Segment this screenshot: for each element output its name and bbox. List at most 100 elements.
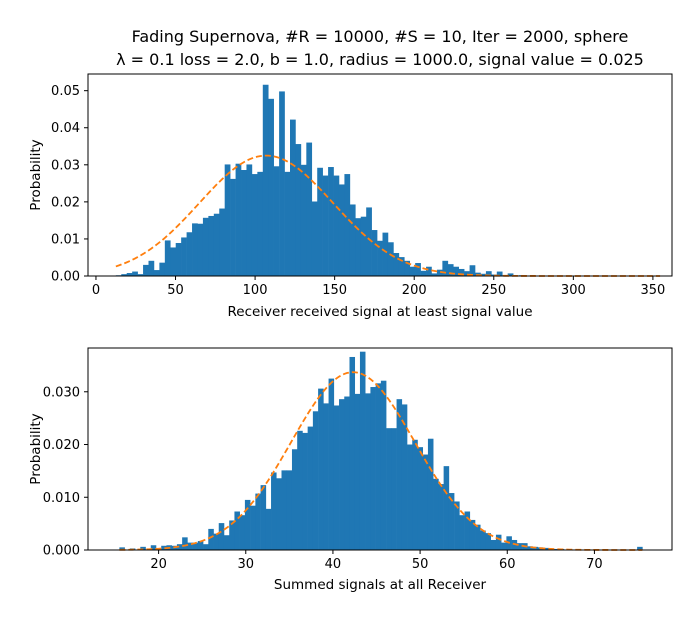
top-histogram-bar <box>279 91 285 276</box>
top-histogram-bar <box>431 273 438 276</box>
bottom-histogram-bar <box>239 515 246 550</box>
bottom-histogram-bar <box>443 466 450 550</box>
top-histogram-bar <box>284 171 291 276</box>
bottom-histogram-bar <box>349 356 356 550</box>
top-histogram-bar <box>300 164 307 276</box>
top-histogram-bar <box>181 237 187 276</box>
bottom-histogram-bar <box>637 546 643 550</box>
bottom-x-tick-label: 30 <box>237 557 254 572</box>
bottom-y-tick-label: 0.030 <box>43 385 80 400</box>
bottom-histogram-bar <box>223 535 230 550</box>
bottom-histogram-bar <box>344 396 350 550</box>
top-histogram-bar <box>202 217 209 276</box>
top-histogram-bar <box>338 184 345 276</box>
top-histogram-bar <box>480 273 487 276</box>
top-histogram-bar <box>121 274 128 276</box>
top-x-tick-label: 0 <box>92 283 100 298</box>
top-histogram-bar <box>464 271 470 276</box>
top-histogram-bar <box>306 142 313 276</box>
top-histogram-bar <box>328 167 334 276</box>
top-histogram-bar <box>377 240 383 276</box>
bottom-histogram-bar <box>485 533 491 550</box>
top-histogram-bar <box>290 119 296 276</box>
bottom-histogram-bar <box>318 388 324 550</box>
top-y-axis-label: Probability <box>28 139 44 210</box>
bottom-histogram-bar <box>276 478 282 550</box>
top-histogram-bar <box>273 166 280 276</box>
top-histogram-bar <box>251 174 258 276</box>
bottom-histogram-bar <box>271 472 277 550</box>
top-histogram-bar <box>447 264 454 276</box>
bottom-histogram-bar <box>401 404 408 550</box>
bottom-histogram-bar <box>328 378 335 550</box>
top-histogram-bar <box>186 232 193 276</box>
top-x-tick-label: 250 <box>481 283 506 298</box>
bottom-histogram-panel: 20 30 40 50 60 70 0.000 0.010 0.020 0.030 Summed … <box>28 347 673 593</box>
top-x-tick-label: 200 <box>402 283 427 298</box>
bottom-histogram-bar <box>161 545 167 550</box>
top-axis-ticks: 0 50 100 150 200 250 300 350 0.00 0.01 0.02 0.03 0.0… <box>51 84 665 298</box>
bottom-histogram-bar <box>407 444 413 550</box>
top-histogram-bar <box>170 247 177 276</box>
top-histogram-bars <box>115 84 661 276</box>
top-histogram-bar <box>469 265 476 276</box>
bottom-histogram-bar <box>333 405 340 550</box>
bottom-histogram-bar <box>260 485 267 550</box>
bottom-x-tick-label: 50 <box>412 557 429 572</box>
bottom-x-tick-label: 40 <box>325 557 342 572</box>
bottom-histogram-bar <box>140 546 146 550</box>
bottom-x-axis-label: Summed signals at all Receiver <box>274 577 487 593</box>
bottom-x-tick-label: 20 <box>150 557 167 572</box>
bottom-histogram-bar <box>464 511 471 550</box>
bottom-histogram-bar <box>543 547 549 550</box>
top-histogram-bar <box>230 178 236 276</box>
top-histogram-bar <box>219 208 225 276</box>
bottom-histogram-bar <box>475 524 481 550</box>
bottom-histogram-bar <box>495 534 502 550</box>
bottom-histogram-bar <box>286 470 293 550</box>
bottom-histogram-bar <box>438 484 444 550</box>
top-histogram-bar <box>262 84 269 276</box>
bottom-histogram-bar <box>380 380 387 550</box>
top-histogram-bar <box>507 273 514 276</box>
top-y-tick-label: 0.00 <box>51 270 80 285</box>
bottom-histogram-bar <box>176 544 183 550</box>
top-x-axis-label: Receiver received signal at least signal… <box>227 304 532 320</box>
bottom-histogram-bar <box>359 351 366 550</box>
bottom-histogram-bars <box>119 351 643 550</box>
bottom-histogram-bar <box>297 430 303 550</box>
bottom-histogram-bar <box>427 438 434 550</box>
top-histogram-bar <box>246 164 253 276</box>
bottom-histogram-bar <box>448 493 455 550</box>
top-histogram-bar <box>175 243 182 276</box>
bottom-histogram-bar <box>291 449 298 550</box>
bottom-histogram-bar <box>422 454 429 550</box>
bottom-histogram-bar <box>375 383 382 550</box>
top-histogram-bar <box>453 266 459 276</box>
top-histogram-bar <box>333 175 340 276</box>
bottom-histogram-bar <box>197 541 204 550</box>
chart-title: Fading Supernova, #R = 10000, #S = 10, I… <box>132 27 629 46</box>
bottom-histogram-bar <box>244 499 251 550</box>
bottom-histogram-bar <box>339 399 345 550</box>
top-histogram-bar <box>360 216 367 276</box>
bottom-histogram-bar <box>213 533 220 550</box>
top-histogram-bar <box>126 273 133 276</box>
bottom-x-tick-label: 70 <box>586 557 603 572</box>
top-histogram-bar <box>268 98 274 276</box>
top-histogram-bar <box>442 260 449 276</box>
top-x-tick-label: 300 <box>561 283 586 298</box>
top-y-tick-label: 0.05 <box>51 84 80 99</box>
bottom-y-tick-label: 0.000 <box>43 544 80 559</box>
bottom-axis-ticks: 20 30 40 50 60 70 0.000 0.010 0.020 0.030 <box>43 385 603 572</box>
bottom-histogram-bar <box>281 470 288 550</box>
bottom-histogram-bar <box>391 428 397 550</box>
top-plot-frame <box>87 73 673 277</box>
top-histogram-bar <box>137 274 144 276</box>
bottom-histogram-bar <box>412 439 418 550</box>
top-histogram-panel: 0 50 100 150 200 250 300 350 0.00 0.01 0.02 0.03 0.0… <box>28 73 673 320</box>
top-y-tick-label: 0.04 <box>51 121 80 136</box>
top-histogram-bar <box>257 171 264 276</box>
top-histogram-bar <box>426 266 432 276</box>
bottom-histogram-bar <box>459 515 465 550</box>
